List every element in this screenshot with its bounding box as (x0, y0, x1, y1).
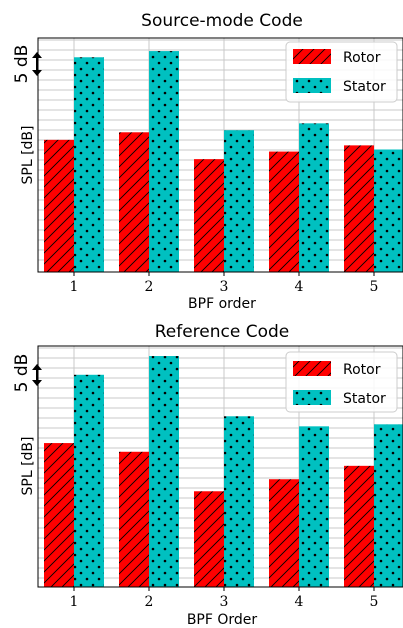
scale-arrow-up-icon (32, 364, 42, 370)
scale-label: 5 dB (12, 354, 32, 393)
x-tick-label-5: 5 (370, 594, 379, 610)
scale-arrow-up-icon (32, 52, 42, 58)
bar-rotor-5 (344, 465, 374, 587)
bar-rotor-2 (119, 451, 149, 587)
scale-arrow-down-icon (32, 380, 42, 386)
x-tick-label-2: 2 (145, 279, 154, 295)
legend-label-stator: Stator (343, 79, 386, 95)
legend-label-rotor: Rotor (343, 50, 381, 66)
scale-arrow-down-icon (32, 70, 42, 76)
legend-swatch-rotor (293, 49, 331, 64)
bar-stator-4 (299, 426, 329, 587)
bar-stator-3 (224, 130, 254, 272)
x-ticks: 1 2 3 4 5 (70, 587, 379, 610)
plot-frame (37, 345, 403, 588)
bar-stator-1 (74, 374, 104, 587)
bar-stator-1 (74, 57, 104, 273)
bar-rotor-2 (119, 132, 149, 272)
chart-title: Reference Code (155, 322, 290, 342)
x-axis-label: BPF Order (187, 612, 258, 628)
y-axis-label: SPL [dB] (20, 126, 36, 185)
x-tick-label-2: 2 (145, 594, 154, 610)
bar-rotor-5 (344, 145, 374, 272)
x-tick-label-5: 5 (370, 279, 379, 295)
bar-stator-5 (374, 149, 403, 272)
scale-label: 5 dB (12, 45, 32, 84)
y-axis-label: SPL [dB] (20, 437, 36, 496)
legend: Rotor Stator (285, 351, 398, 413)
x-tick-label-3: 3 (220, 594, 229, 610)
bar-rotor-4 (269, 479, 299, 587)
x-tick-label-3: 3 (220, 279, 229, 295)
legend-swatch-stator (293, 78, 331, 93)
bar-rotor-3 (194, 159, 224, 272)
legend: Rotor Stator (285, 41, 398, 103)
x-axis-label: BPF order (188, 296, 256, 312)
bars (44, 356, 403, 587)
x-tick-label-1: 1 (70, 279, 79, 295)
bar-rotor-1 (44, 139, 74, 272)
bar-stator-5 (374, 424, 403, 587)
x-tick-label-4: 4 (295, 279, 304, 295)
x-ticks: 1 2 3 4 5 (70, 272, 379, 295)
bar-rotor-1 (44, 443, 74, 587)
legend-swatch-stator (293, 390, 331, 405)
scale-indicator: 5 dB (12, 45, 42, 84)
bars (44, 51, 403, 273)
x-tick-label-1: 1 (70, 594, 79, 610)
chart-title: Source-mode Code (141, 11, 303, 31)
bar-stator-2 (149, 356, 179, 587)
x-tick-label-4: 4 (295, 594, 304, 610)
panel-source-mode: Source-mode Code 1 2 3 4 5 BPF order SPL [dB… (12, 11, 403, 312)
legend-label-stator: Stator (343, 391, 386, 407)
plot-frame (37, 37, 403, 273)
legend-label-rotor: Rotor (343, 362, 381, 378)
scale-indicator: 5 dB (12, 354, 42, 393)
bar-rotor-3 (194, 491, 224, 587)
legend-swatch-rotor (293, 361, 331, 376)
bar-stator-2 (149, 51, 179, 272)
bar-stator-3 (224, 416, 254, 587)
bar-stator-4 (299, 123, 329, 272)
bar-rotor-4 (269, 151, 299, 272)
